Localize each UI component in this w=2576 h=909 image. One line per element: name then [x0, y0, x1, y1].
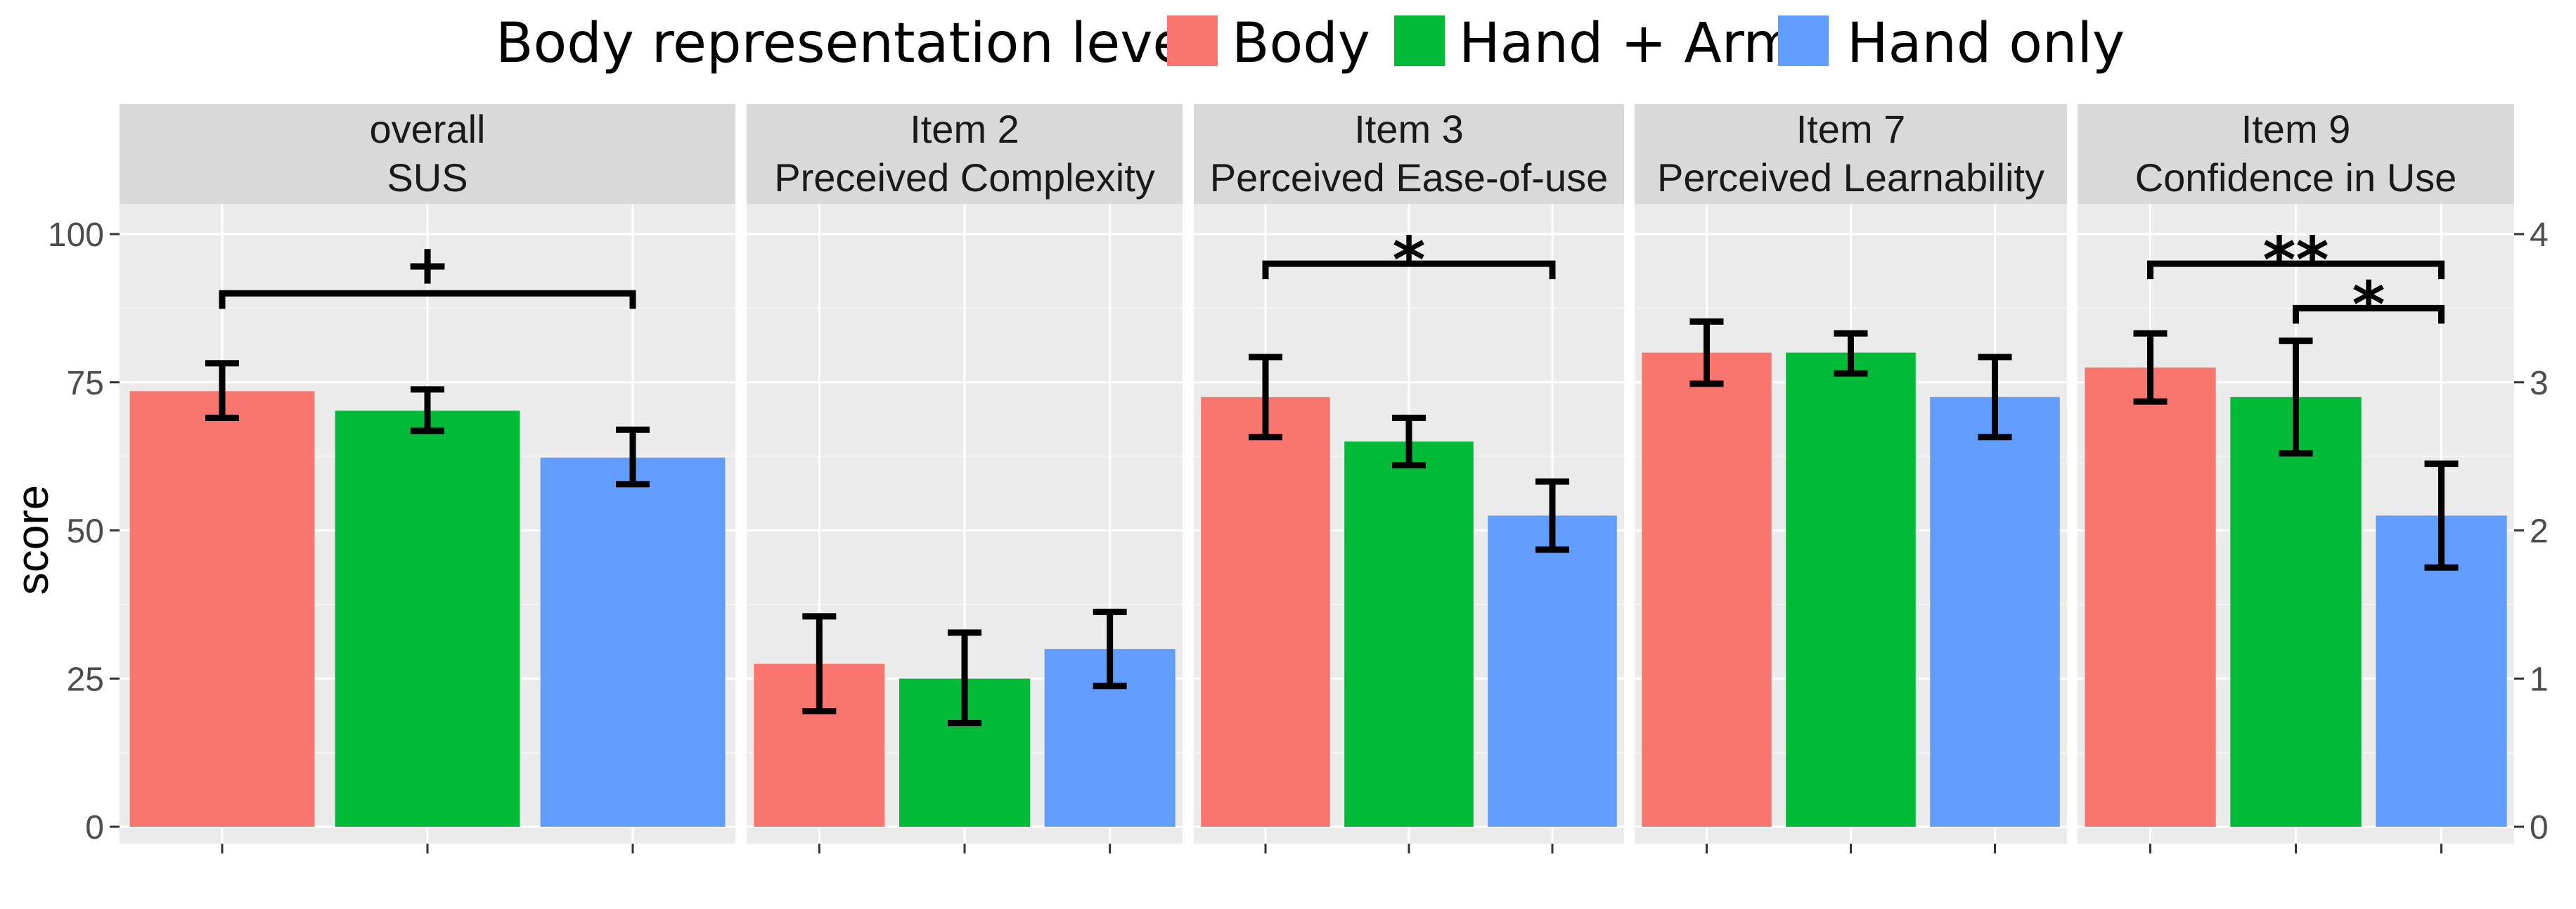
legend: Body representation level Body Hand + Ar… — [496, 12, 2125, 75]
left-tick-label: 75 — [67, 365, 104, 402]
significance-label: * — [1392, 224, 1425, 297]
error-bar — [1689, 318, 1724, 387]
bar-body — [2085, 367, 2216, 827]
legend-key-hand-only — [1778, 15, 1829, 66]
bar-body — [1201, 397, 1330, 827]
panel-title-line1: Item 3 — [1354, 107, 1464, 151]
bar-hand-only — [1488, 515, 1617, 827]
legend-label-hand-only: Hand only — [1847, 12, 2125, 75]
bar-hand-arm — [335, 411, 520, 827]
legend-label-hand-arm: Hand + Arm — [1459, 12, 1796, 75]
y-axis-title: score — [7, 485, 58, 595]
error-bar — [802, 613, 837, 715]
legend-title: Body representation level — [496, 12, 1202, 75]
bar-body — [1642, 352, 1772, 827]
right-tick-label: 0 — [2530, 809, 2549, 846]
error-bar — [2424, 460, 2459, 571]
panel-strip — [120, 104, 735, 204]
error-bar — [205, 360, 239, 421]
panel-title-line1: Item 7 — [1796, 107, 1906, 151]
significance-label: * — [2352, 268, 2385, 342]
bar-hand-arm — [2230, 397, 2362, 827]
significance-label: ** — [2262, 224, 2329, 297]
panel-strip — [2078, 104, 2514, 204]
error-bar — [1535, 478, 1569, 553]
significance-bracket: ** — [2147, 224, 2445, 297]
panel-strip — [1194, 104, 1624, 204]
error-bar — [2133, 330, 2168, 405]
significance-bracket: + — [219, 233, 636, 309]
left-tick-label: 100 — [48, 217, 104, 254]
panel-title-line2: Preceived Complexity — [774, 155, 1155, 200]
panel-strip — [1635, 104, 2067, 204]
panel-title-line2: Perceived Learnability — [1657, 155, 2044, 200]
error-bar — [411, 386, 444, 434]
panel-title-line1: overall — [370, 107, 486, 151]
left-axis: 0 25 50 75 100 — [48, 217, 120, 846]
significance-label: + — [404, 233, 450, 297]
right-tick-label: 4 — [2530, 217, 2549, 254]
legend-key-hand-arm — [1394, 15, 1445, 66]
error-bar — [1392, 414, 1426, 469]
right-tick-label: 1 — [2530, 661, 2549, 698]
panel-title-line2: Confidence in Use — [2135, 155, 2457, 200]
panel-title-line2: SUS — [387, 155, 468, 200]
error-bar — [948, 629, 981, 726]
error-bar — [1834, 330, 1868, 377]
panel-title-line1: Item 2 — [910, 107, 1019, 151]
left-tick-label: 0 — [85, 809, 104, 846]
bar-hand-arm — [1344, 441, 1474, 827]
legend-label-body: Body — [1232, 12, 1370, 75]
bar-body — [129, 391, 315, 827]
legend-key-body — [1167, 15, 1218, 66]
error-bar — [1978, 354, 2012, 441]
right-axis: 0 1 2 3 4 — [2514, 217, 2549, 846]
error-bar — [1249, 354, 1282, 441]
bar-hand-arm — [1786, 352, 1916, 827]
right-tick-label: 2 — [2530, 513, 2549, 550]
significance-bracket: * — [2293, 268, 2445, 342]
error-bar — [2279, 337, 2313, 457]
error-bar — [616, 426, 650, 488]
bar-hand-only — [540, 457, 726, 827]
left-tick-label: 50 — [67, 513, 104, 550]
panel-title-line1: Item 9 — [2241, 107, 2351, 151]
left-tick-label: 25 — [67, 661, 104, 698]
significance-bracket: * — [1262, 224, 1556, 297]
bar-hand-only — [1930, 397, 2060, 827]
error-bar — [1093, 608, 1127, 690]
panel-strip — [747, 104, 1183, 204]
panel-title-line2: Perceived Ease-of-use — [1210, 155, 1609, 200]
right-tick-label: 3 — [2530, 365, 2549, 402]
